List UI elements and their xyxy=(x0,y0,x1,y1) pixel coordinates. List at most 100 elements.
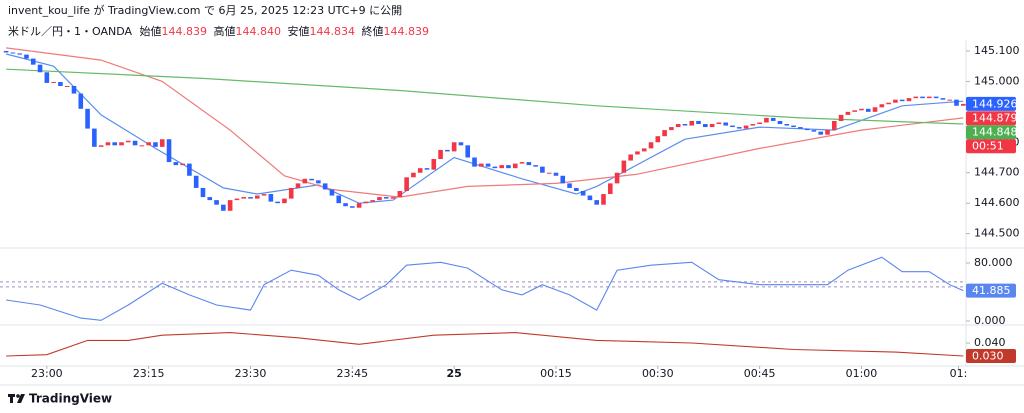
candle xyxy=(377,197,382,201)
candle xyxy=(445,149,450,152)
candle xyxy=(173,162,179,166)
candle xyxy=(10,52,16,54)
candle xyxy=(519,162,525,164)
candle xyxy=(798,127,803,129)
candle xyxy=(865,108,871,112)
candle xyxy=(458,142,464,146)
line xyxy=(6,332,964,357)
candle xyxy=(811,130,817,132)
candle xyxy=(723,122,728,126)
candle xyxy=(506,165,511,169)
candle xyxy=(675,124,681,128)
candle xyxy=(166,139,172,163)
candle xyxy=(472,157,477,167)
candle xyxy=(221,204,226,211)
candle xyxy=(540,166,545,173)
candle xyxy=(689,120,695,126)
candle xyxy=(655,136,661,143)
candle xyxy=(886,102,891,105)
ohlc-name: 始値 xyxy=(140,24,162,38)
candle xyxy=(662,130,667,137)
candle xyxy=(282,198,287,204)
candle xyxy=(859,108,864,111)
x-tick-label: 23:00 xyxy=(31,367,63,380)
candle xyxy=(44,72,50,83)
value-box xyxy=(966,283,1016,298)
candle xyxy=(669,127,674,131)
candle xyxy=(784,124,790,126)
candle xyxy=(709,124,715,128)
candle xyxy=(621,160,627,173)
candle xyxy=(112,142,118,146)
candle xyxy=(743,125,749,129)
y-tick-label: 0.000 xyxy=(974,314,1006,327)
candle xyxy=(574,187,579,191)
y-tick-label: 0.040 xyxy=(974,336,1006,349)
candle xyxy=(17,53,22,55)
candle xyxy=(234,198,240,201)
candle xyxy=(370,200,375,202)
value-box-label: 144.848 xyxy=(972,126,1018,139)
candle xyxy=(546,172,552,174)
x-tick-label: 23:15 xyxy=(133,367,165,380)
candle xyxy=(906,98,912,102)
x-tick-label: 01: xyxy=(950,367,968,380)
candle xyxy=(920,96,925,99)
candle xyxy=(736,127,742,129)
line xyxy=(6,47,964,198)
candle xyxy=(200,187,206,198)
candle xyxy=(703,124,708,128)
candle xyxy=(832,120,837,131)
candle xyxy=(146,142,151,146)
candle xyxy=(560,175,566,184)
candle xyxy=(105,142,111,146)
candle xyxy=(492,166,498,169)
candle xyxy=(261,194,267,196)
candle xyxy=(933,96,939,99)
candle xyxy=(383,197,389,199)
candle xyxy=(268,194,274,202)
countdown-box xyxy=(966,139,1016,154)
candle xyxy=(791,125,796,128)
x-tick-label: 23:45 xyxy=(336,367,368,380)
candle xyxy=(648,142,654,149)
candle xyxy=(438,149,443,160)
x-tick-label: 25 xyxy=(446,367,461,380)
candle xyxy=(465,145,471,158)
value-box-label: 41.885 xyxy=(972,284,1011,297)
candle xyxy=(119,142,124,146)
pane-1 xyxy=(0,256,966,321)
pane-2 xyxy=(6,332,964,357)
candle xyxy=(193,175,199,188)
candle xyxy=(512,163,518,169)
candle xyxy=(479,163,484,167)
candle xyxy=(180,163,185,166)
candle xyxy=(899,99,905,102)
candle xyxy=(254,195,260,199)
candle xyxy=(628,154,633,161)
candle xyxy=(241,197,247,199)
candle xyxy=(390,197,396,199)
candle xyxy=(580,190,586,196)
countdown: 00:51 xyxy=(972,140,1004,153)
candle xyxy=(411,172,416,178)
ohlc-value: 144.834 xyxy=(310,25,356,38)
ohlc-name: 終値 xyxy=(362,24,384,38)
candle xyxy=(960,103,966,106)
ohlc-value: 144.840 xyxy=(236,25,282,38)
x-tick-label: 01:00 xyxy=(846,367,878,380)
candle xyxy=(343,203,348,207)
y-tick-label: 145.100 xyxy=(974,44,1020,57)
candle xyxy=(635,151,640,155)
candle xyxy=(804,128,810,131)
candle xyxy=(139,145,145,147)
candle xyxy=(696,120,701,125)
y-tick-label: 80.000 xyxy=(974,256,1013,269)
candle xyxy=(3,50,9,53)
candle xyxy=(295,183,301,188)
candle xyxy=(852,110,857,112)
candle xyxy=(499,165,504,169)
line xyxy=(6,256,964,321)
candle xyxy=(838,114,844,121)
candle xyxy=(153,142,158,147)
